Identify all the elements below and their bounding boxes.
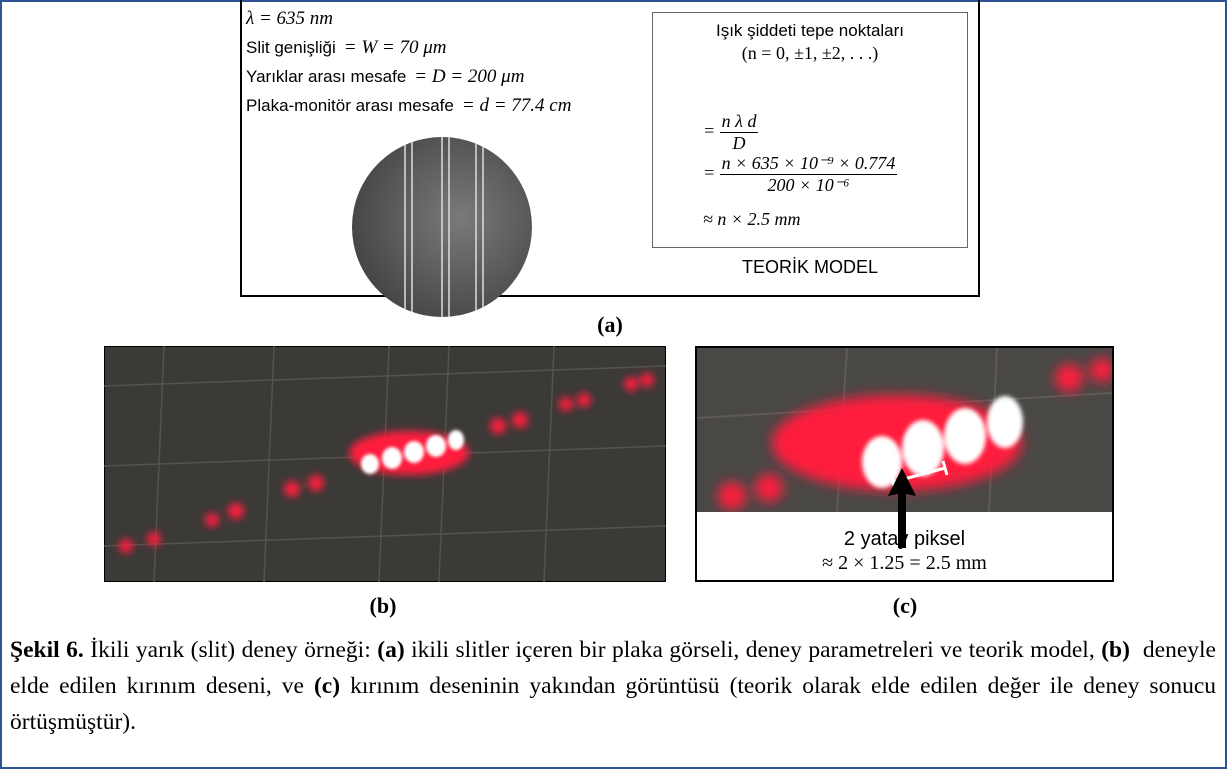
parameter-value: = W = 70 μm — [344, 37, 447, 58]
numerator: n λ d — [720, 111, 759, 133]
annotation: 2 yatay piksel — [697, 528, 1112, 551]
parameter-value: λ = 635 nm — [246, 8, 333, 29]
prefix: = — [703, 163, 715, 183]
panel-a: λ = 635 nm Slit genişliği = W = 70 μm Yarık… — [240, 0, 980, 297]
parameter: λ = 635 nm — [246, 8, 333, 30]
parameter-label: Slit genişliği — [246, 38, 336, 57]
panel-caption: (a) — [580, 312, 640, 338]
prefix: = — [703, 121, 715, 141]
panel-caption: (b) — [353, 593, 413, 619]
caption-bold: (c) — [314, 673, 340, 699]
parameter: Plaka-monitör arası mesafe = d = 77.4 cm — [246, 95, 571, 117]
model-label: TEORİK MODEL — [652, 257, 968, 278]
caption-bold: (b) — [1101, 637, 1130, 663]
caption-bold: Şekil 6. — [10, 637, 84, 663]
parameter: Slit genişliği = W = 70 μm — [246, 37, 447, 59]
theory-subtitle: (n = 0, ±1, ±2, . . .) — [653, 43, 967, 64]
diffraction-photo — [104, 346, 666, 582]
panel-c: 2 yatay piksel ≈ 2 × 1.25 = 2.5 mm — [695, 346, 1114, 582]
numerator: n × 635 × 10⁻⁹ × 0.774 — [720, 153, 898, 175]
parameter: Yarıklar arası mesafe = D = 200 μm — [246, 66, 524, 88]
denominator: D — [733, 133, 746, 154]
theory-result: ≈ n × 2.5 mm — [703, 209, 801, 230]
theory-box: Işık şiddeti tepe noktaları (n = 0, ±1, … — [652, 12, 968, 248]
denominator: 200 × 10⁻⁶ — [768, 175, 850, 196]
parameter-label: Plaka-monitör arası mesafe — [246, 96, 454, 115]
parameter-value: = d = 77.4 cm — [462, 95, 572, 116]
parameter-value: = D = 200 μm — [414, 66, 524, 87]
caption-bold: (a) — [377, 637, 404, 663]
caption-text: ikili slitler içeren bir plaka görseli, … — [405, 637, 1102, 663]
parameter-label: Yarıklar arası mesafe — [246, 67, 406, 86]
theory-title: Işık şiddeti tepe noktaları — [653, 21, 967, 41]
figure-caption: Şekil 6. İkili yarık (slit) deney örneği… — [10, 632, 1216, 740]
formula: ≈ 2 × 1.25 = 2.5 mm — [697, 552, 1112, 575]
slit-plate — [350, 135, 534, 319]
panel-caption: (c) — [875, 593, 935, 619]
caption-text: İkili yarık (slit) deney örneği: — [84, 637, 378, 663]
